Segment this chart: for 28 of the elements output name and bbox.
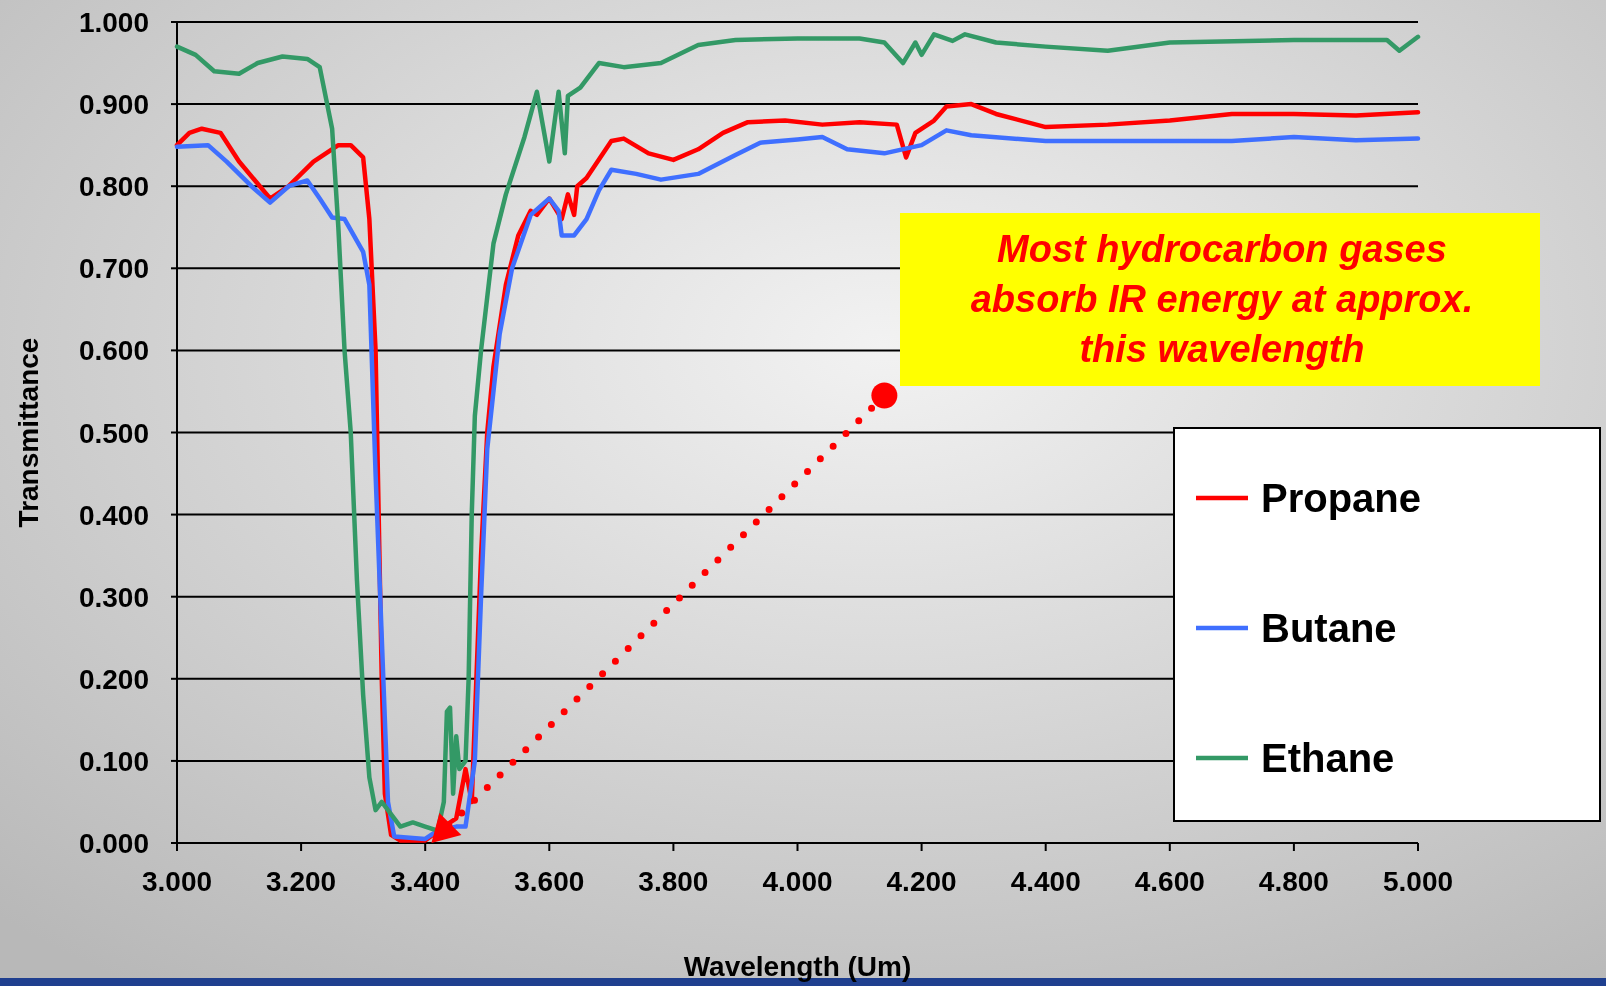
legend-label: Propane	[1261, 476, 1422, 520]
x-tick-label: 3.200	[266, 866, 337, 897]
legend-label: Ethane	[1261, 736, 1395, 780]
x-tick-label: 4.200	[886, 866, 957, 897]
y-tick-label: 0.000	[78, 828, 149, 859]
y-tick-label: 0.600	[78, 335, 149, 367]
x-tick-label: 3.000	[141, 866, 213, 897]
x-tick-label: 5.000	[1382, 866, 1454, 897]
y-tick-label: 0.700	[78, 253, 149, 285]
y-axis-title: Transmittance	[13, 337, 44, 528]
x-tick-label: 4.800	[1258, 866, 1329, 897]
y-tick-label: 0.400	[78, 499, 149, 531]
y-tick-label: 0.500	[78, 417, 149, 449]
x-tick-label: 3.800	[638, 866, 709, 897]
annotation: Most hydrocarbon gases absorb IR energy at approx. this wavelength	[970, 228, 1474, 370]
y-tick-label: 0.100	[78, 745, 149, 777]
x-tick-label: 4.400	[1010, 866, 1081, 897]
x-tick-label: 3.400	[390, 866, 461, 897]
x-tick-label: 3.600	[514, 866, 585, 897]
y-tick-label: 0.900	[78, 89, 149, 121]
x-axis-title: Wavelength (Um)	[683, 951, 912, 982]
y-tick-label: 1.000	[78, 7, 149, 38]
y-tick-label: 0.300	[78, 581, 149, 613]
y-tick-label: 0.200	[78, 663, 149, 695]
legend-label: Butane	[1261, 606, 1397, 650]
x-tick-label: 4.600	[1134, 866, 1205, 897]
y-tick-label: 0.800	[78, 171, 149, 203]
x-tick-label: 4.000	[762, 866, 833, 897]
